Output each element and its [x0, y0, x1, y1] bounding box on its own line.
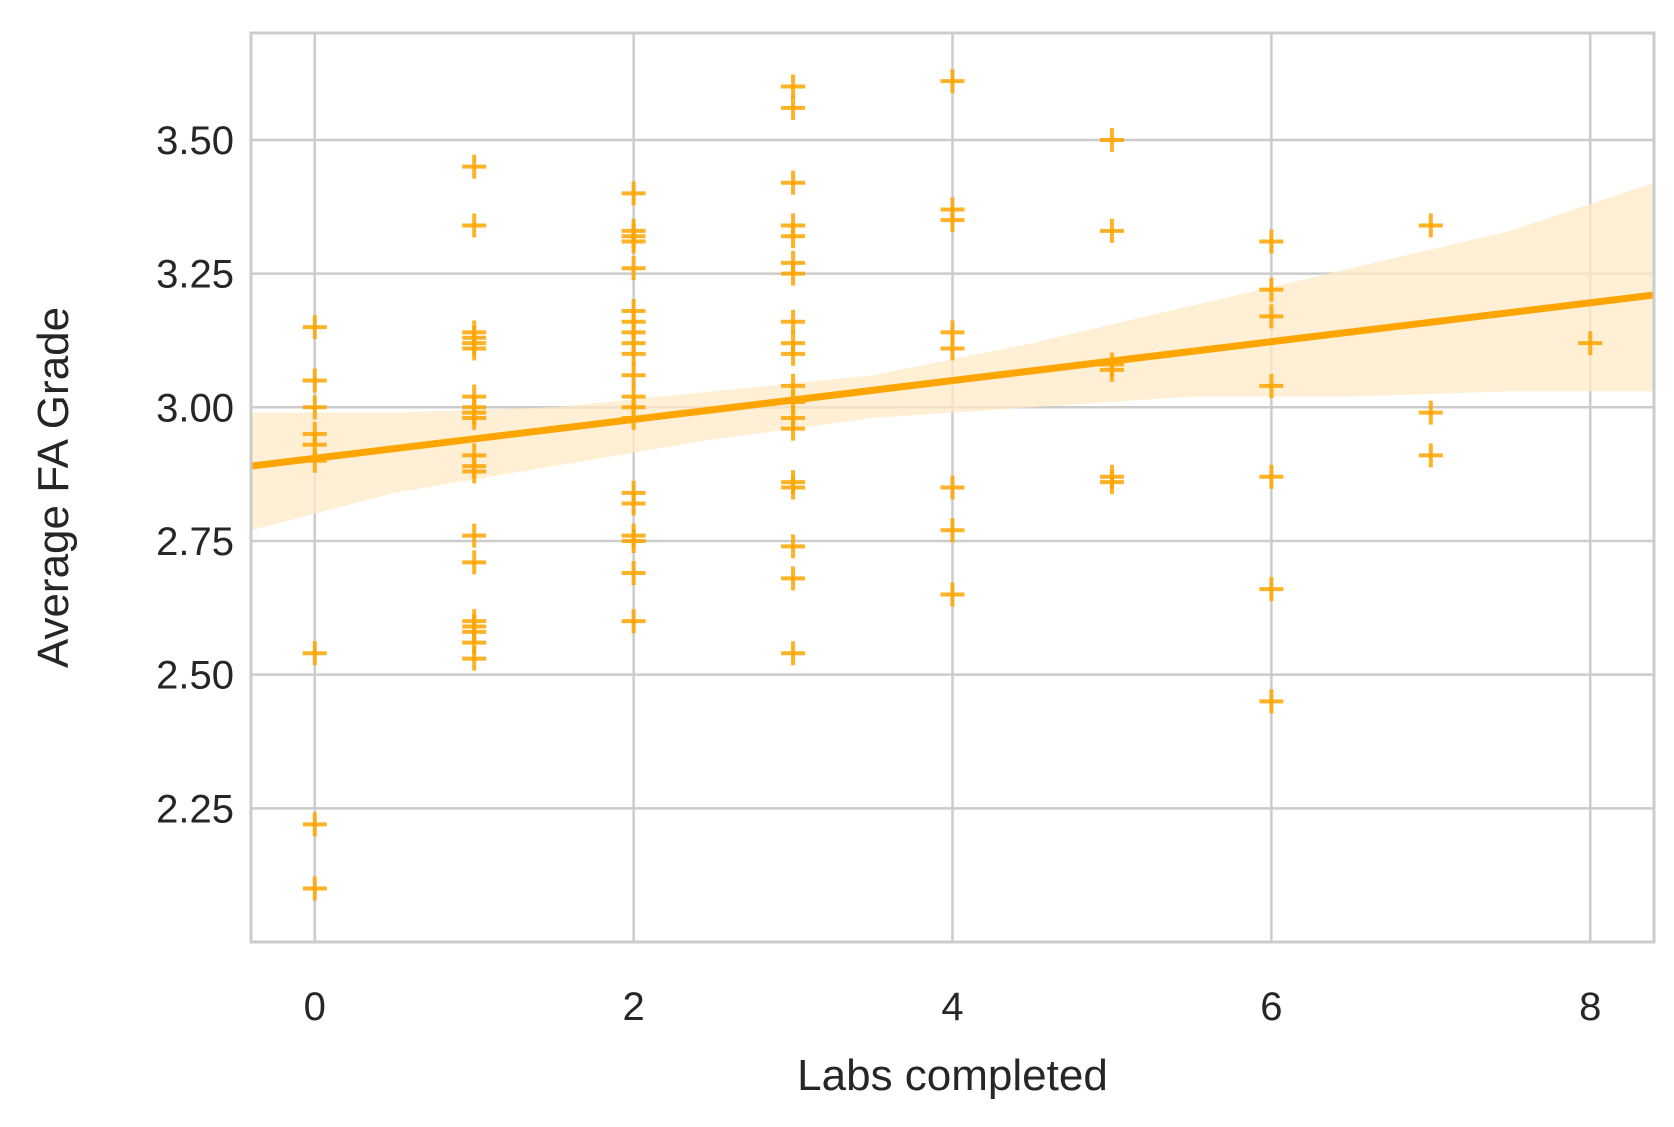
- data-point: [621, 229, 646, 254]
- data-point: [940, 336, 965, 361]
- data-point: [940, 582, 965, 607]
- data-point: [1099, 127, 1124, 152]
- x-axis-label: Labs completed: [797, 1051, 1108, 1100]
- x-tick-label: 4: [941, 985, 963, 1029]
- y-tick-labels: 2.25 2.50 2.75 3.00 3.25 3.50: [156, 119, 234, 831]
- y-axis-label: Average FA Grade: [29, 307, 78, 668]
- data-point: [1259, 689, 1284, 714]
- data-point: [781, 475, 806, 500]
- data-point: [462, 523, 487, 548]
- data-point: [462, 336, 487, 361]
- data-point: [781, 566, 806, 591]
- x-tick-label: 8: [1579, 985, 1601, 1029]
- data-point: [1259, 304, 1284, 329]
- confidence-band: [251, 182, 1654, 531]
- x-tick-labels: 0 2 4 6 8: [304, 985, 1602, 1029]
- plot-frame: [249, 31, 1656, 944]
- data-point: [1578, 331, 1603, 356]
- data-point: [940, 208, 965, 233]
- data-point: [1259, 577, 1284, 602]
- x-tick-label: 6: [1260, 985, 1282, 1029]
- y-tick-label: 3.50: [156, 119, 234, 163]
- data-point: [462, 459, 487, 484]
- x-tick-label: 2: [623, 985, 645, 1029]
- y-tick-label: 3.00: [156, 386, 234, 430]
- data-point: [781, 224, 806, 249]
- data-point: [462, 550, 487, 575]
- data-point: [781, 534, 806, 559]
- data-point: [1099, 470, 1124, 495]
- data-point: [781, 261, 806, 286]
- data-point: [621, 491, 646, 516]
- data-point: [1418, 213, 1443, 238]
- data-point: [781, 95, 806, 120]
- data-point: [781, 74, 806, 99]
- data-point: [781, 170, 806, 195]
- data-point: [621, 609, 646, 634]
- data-point: [621, 256, 646, 281]
- data-point: [1259, 229, 1284, 254]
- data-point: [621, 405, 646, 430]
- data-point: [302, 876, 327, 901]
- y-tick-label: 2.75: [156, 520, 234, 564]
- data-point: [1099, 218, 1124, 243]
- data-point: [462, 154, 487, 179]
- data-point: [781, 309, 806, 334]
- x-tick-label: 0: [304, 985, 326, 1029]
- data-point: [621, 181, 646, 206]
- data-point: [462, 405, 487, 430]
- data-point: [781, 341, 806, 366]
- data-point: [1259, 277, 1284, 302]
- data-point: [781, 416, 806, 441]
- y-tick-label: 2.25: [156, 787, 234, 831]
- y-tick-label: 3.25: [156, 253, 234, 297]
- regression-line: [250, 291, 1655, 470]
- data-point: [621, 341, 646, 366]
- data-point: [1418, 400, 1443, 425]
- data-point: [1099, 357, 1124, 382]
- data-point: [621, 561, 646, 586]
- data-points: [302, 69, 1603, 901]
- data-point: [462, 213, 487, 238]
- data-point: [781, 641, 806, 666]
- data-point: [302, 812, 327, 837]
- data-point: [302, 395, 327, 420]
- y-tick-label: 2.50: [156, 654, 234, 698]
- data-point: [302, 368, 327, 393]
- data-point: [940, 69, 965, 94]
- data-point: [1259, 464, 1284, 489]
- data-point: [302, 448, 327, 473]
- data-point: [621, 363, 646, 388]
- data-point: [621, 528, 646, 553]
- data-point: [302, 641, 327, 666]
- data-point: [940, 518, 965, 543]
- data-point: [302, 315, 327, 340]
- data-point: [1259, 373, 1284, 398]
- data-point: [1418, 443, 1443, 468]
- data-point: [940, 475, 965, 500]
- data-point: [462, 646, 487, 671]
